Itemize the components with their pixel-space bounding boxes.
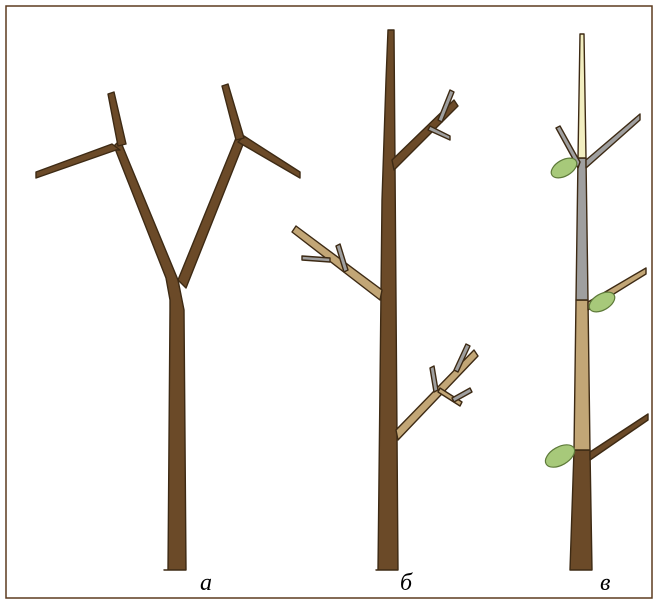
label-a: а — [200, 570, 212, 596]
fig-a-right-arm-sub-right — [238, 136, 300, 178]
fig-c-bottom-right-branch — [590, 414, 648, 460]
fig-c-top-new-shoot — [578, 34, 586, 158]
fig-c-upper-right-branch — [586, 114, 640, 168]
label-b: б — [400, 570, 413, 596]
figure-c — [542, 34, 648, 570]
fig-b-low-right-twig3 — [452, 388, 472, 402]
figure-a — [36, 84, 300, 570]
tree-diagram-svg: а б в — [0, 0, 658, 604]
fig-a-fork-right — [178, 138, 244, 288]
fig-c-bottom-dark-section — [570, 450, 592, 570]
fig-b-low-right-twig2 — [430, 366, 438, 392]
fig-a-right-arm-sub-left — [222, 84, 244, 140]
fig-a-left-arm-sub-right — [108, 92, 126, 146]
fig-c-mid-light-section — [574, 300, 590, 450]
label-c: в — [600, 570, 610, 596]
fig-c-upper-gray-section — [576, 158, 588, 300]
fig-a-left-arm-sub-left — [36, 144, 120, 178]
fig-a-main-trunk-and-fork-left — [114, 140, 186, 570]
figure-b — [292, 30, 478, 570]
frame-border — [6, 6, 652, 598]
fig-b-mid-left-branch — [292, 226, 382, 300]
